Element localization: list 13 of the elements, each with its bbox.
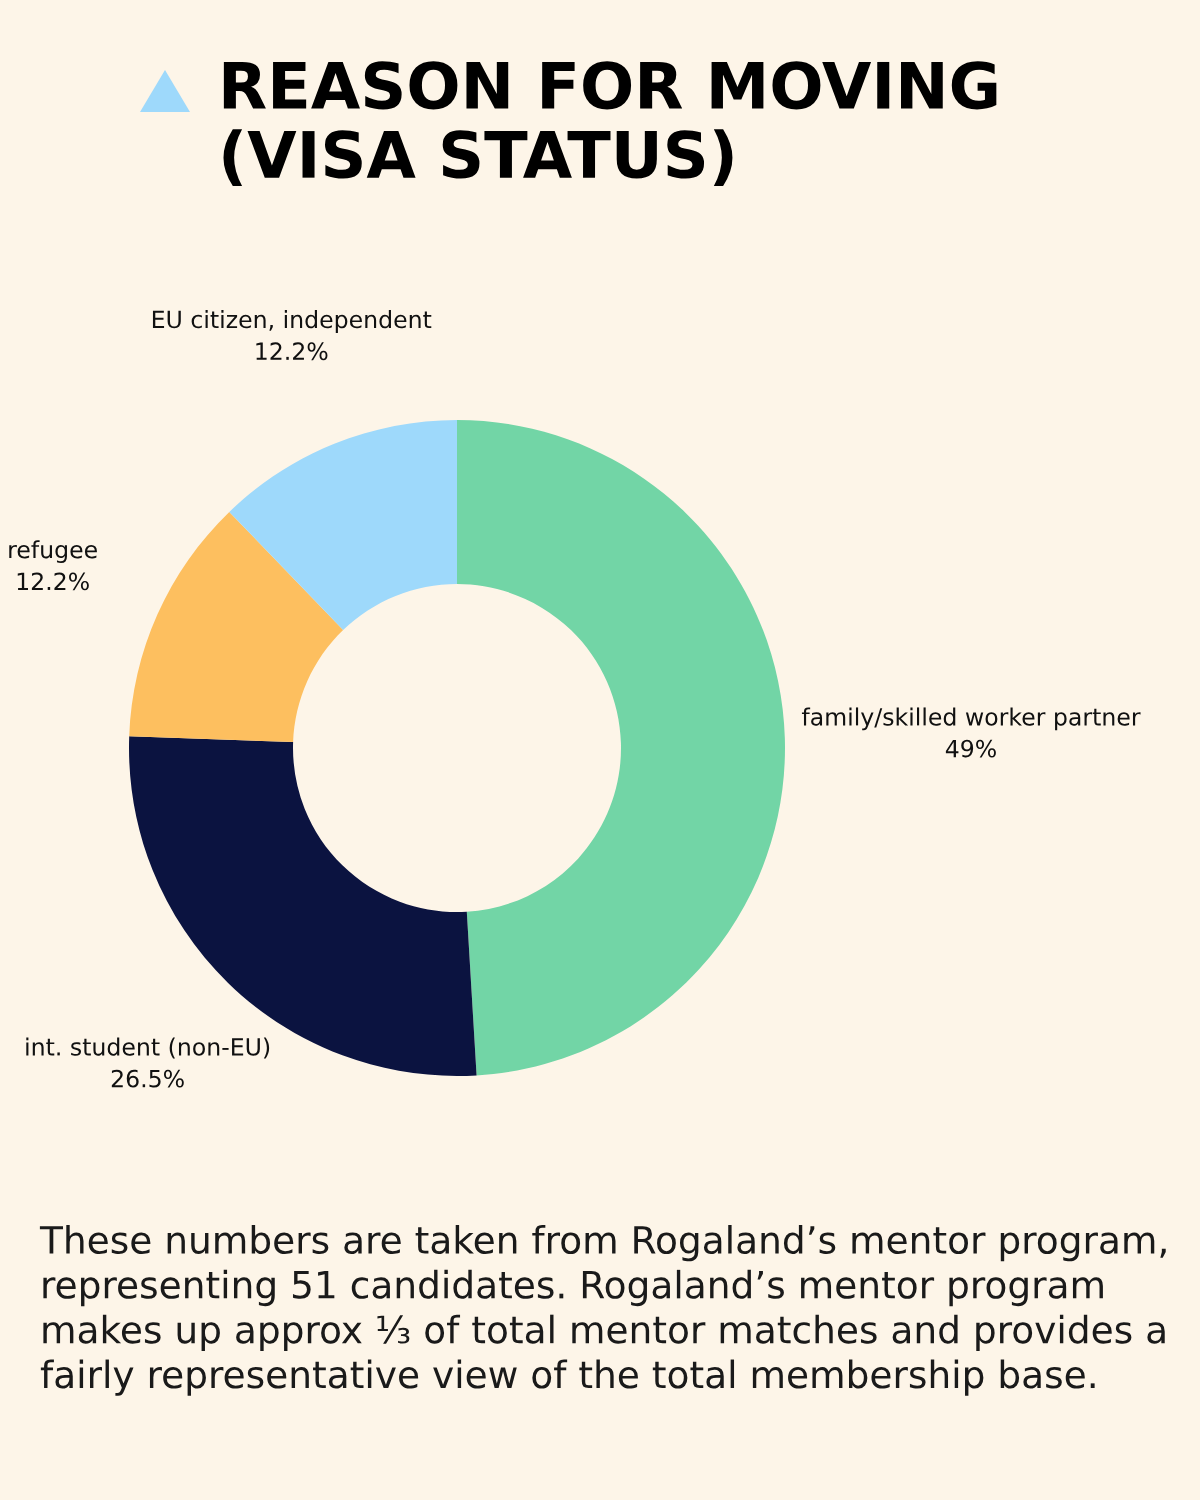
donut-slice [229,420,457,630]
data-label: 49% [945,739,996,758]
data-label: 12.2% [256,342,328,361]
data-label: 26.5% [111,1069,184,1088]
slice-label: refugee [9,540,97,564]
chart-title: REASON FOR MOVING (VISA STATUS) [223,61,997,187]
slice-label: EU citizen, independent [152,310,432,333]
slice-label: family/skilled worker partner [801,707,1141,731]
donut-slice [457,420,785,1076]
donut-slice [129,511,344,743]
slice-label: int. student (non-EU) [26,1037,270,1059]
text: These numbers are taken from Rogaland’s mentor program, representing 51 candidates. Rogaland’s mentor program makes up approx ⅓ of total mentor matches and provides a fairly representative view of the total membership base. [39,1225,1166,1396]
data-label: 12.2% [17,572,89,591]
